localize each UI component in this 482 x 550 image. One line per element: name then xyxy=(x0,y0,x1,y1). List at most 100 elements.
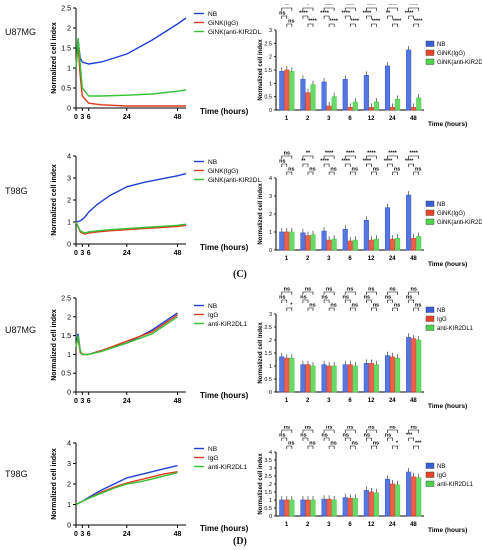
bar-0 xyxy=(342,79,348,111)
x-tick-label: 48 xyxy=(410,256,417,262)
sig-label: **** xyxy=(367,151,376,157)
x-tick-label: 24 xyxy=(123,531,131,538)
sig-label: **** xyxy=(388,151,397,157)
bar-2 xyxy=(289,357,295,393)
bar-1 xyxy=(389,238,396,251)
sig-label: ns xyxy=(279,433,285,439)
y-tick-label: 0 xyxy=(269,108,272,114)
x-axis-label: Time (hours) xyxy=(200,524,249,533)
bar-0 xyxy=(406,471,412,517)
y-tick-label: 0 xyxy=(67,242,71,249)
bar-1 xyxy=(305,364,311,393)
series-line-0 xyxy=(75,312,178,356)
x-tick-label: 12 xyxy=(368,116,375,122)
series-line-1 xyxy=(75,314,178,356)
row-label-d1: U87MG xyxy=(5,325,37,335)
sig-bracket xyxy=(344,155,356,159)
sig-bracket xyxy=(371,307,377,311)
bar-0 xyxy=(363,363,369,393)
bar-2 xyxy=(352,239,358,251)
sig-bracket xyxy=(366,291,377,295)
y-tick-label: 2 xyxy=(67,26,71,33)
x-tick-label: 2 xyxy=(306,522,310,528)
bar-0 xyxy=(321,498,327,517)
sig-label: ns xyxy=(347,287,353,293)
x-tick-label: 12 xyxy=(368,522,375,528)
bar-2 xyxy=(310,365,316,393)
sig-bracket xyxy=(302,299,309,303)
sig-bracket xyxy=(366,155,377,159)
bar-0 xyxy=(406,49,412,111)
sig-bracket xyxy=(307,307,314,311)
y-tick-label: 4 xyxy=(269,176,272,182)
sig-label: **** xyxy=(320,11,329,17)
x-tick-label: 0 xyxy=(74,250,78,257)
bar-2 xyxy=(331,238,337,251)
x-tick-label: 6 xyxy=(87,114,91,121)
sig-label: **** xyxy=(341,11,350,17)
sig-bracket xyxy=(281,163,288,167)
bar-1 xyxy=(326,498,332,517)
x-axis-label: Time (hours) xyxy=(200,243,249,252)
y-tick-label: 1.5 xyxy=(264,351,272,357)
y-tick-label: 3 xyxy=(269,466,272,472)
sig-bracket xyxy=(408,163,414,167)
sig-bracket xyxy=(344,299,351,303)
series-line-1 xyxy=(75,221,187,235)
row-label-d2: T98G xyxy=(5,469,28,479)
bar-0 xyxy=(384,207,391,251)
sig-label: ns xyxy=(364,295,370,301)
y-tick-label: 1 xyxy=(67,220,71,227)
sig-bracket xyxy=(302,291,314,295)
y-tick-label: 0.5 xyxy=(61,86,71,93)
sig-bracket xyxy=(366,437,372,441)
bar-2 xyxy=(352,365,358,393)
sig-label: ns xyxy=(279,11,285,17)
sig-label: ns xyxy=(406,295,412,301)
legend-swatch xyxy=(425,306,435,313)
chart-d2-bar: 0 0.5 1 1.5 2 2.5 3 3.5 4 Normalized cell index Ti… xyxy=(258,426,474,534)
sig-bracket xyxy=(344,15,351,19)
bar-0 xyxy=(384,478,391,517)
series-line-0 xyxy=(75,172,187,223)
x-tick-label: 0 xyxy=(74,531,78,538)
bar-0 xyxy=(342,497,348,517)
legend-label: anti-KIR2DL1 xyxy=(208,464,247,471)
sig-label: ns xyxy=(389,426,395,431)
sig-bracket xyxy=(349,307,356,311)
sig-bracket xyxy=(387,291,398,295)
sig-bracket xyxy=(413,171,420,175)
sig-label: **** xyxy=(384,159,393,165)
x-tick-label: 24 xyxy=(389,522,396,528)
sig-label: **** xyxy=(320,159,329,165)
bar-2 xyxy=(310,499,316,517)
x-tick-label: 6 xyxy=(87,398,91,405)
legend-label: GiNK(IgG) xyxy=(437,211,465,217)
section-label-c: (C) xyxy=(233,269,247,280)
bar-2 xyxy=(331,365,337,393)
legend-label: IgG xyxy=(208,312,218,319)
bar-0 xyxy=(363,220,369,251)
y-tick-label: 2 xyxy=(67,482,71,489)
y-tick-label: 0.5 xyxy=(264,95,272,101)
sig-label: ns xyxy=(288,19,294,25)
sig-bracket xyxy=(328,445,335,449)
legend-swatch xyxy=(425,58,435,65)
bar-1 xyxy=(368,491,374,517)
series-line-0 xyxy=(75,464,178,506)
sig-bracket xyxy=(281,291,293,295)
sig-bracket xyxy=(344,437,351,441)
x-tick-label: 6 xyxy=(87,250,91,257)
x-tick-label: 48 xyxy=(174,398,182,405)
legend-swatch xyxy=(425,209,435,216)
sig-bracket xyxy=(387,15,393,19)
y-tick-label: 2.5 xyxy=(264,325,272,331)
sig-bracket xyxy=(413,23,420,27)
sig-label: ns xyxy=(284,426,290,431)
bar-2 xyxy=(310,234,316,251)
bar-0 xyxy=(384,65,391,111)
bar-1 xyxy=(326,239,332,251)
sig-label: ns xyxy=(321,433,327,439)
y-tick-label: 4 xyxy=(67,441,71,448)
